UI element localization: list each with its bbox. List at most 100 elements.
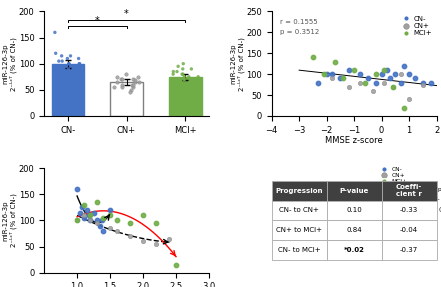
Point <box>419 82 426 87</box>
Point <box>55 59 62 63</box>
Point <box>351 68 358 72</box>
Point <box>179 72 186 76</box>
Point <box>74 218 81 223</box>
Point <box>370 89 377 93</box>
Point <box>185 75 192 79</box>
Point <box>59 59 66 63</box>
Point <box>87 218 94 223</box>
Point <box>107 226 114 230</box>
Point <box>179 67 186 71</box>
Point <box>51 30 58 35</box>
Point <box>428 80 435 85</box>
Text: p = 0.3512: p = 0.3512 <box>280 30 319 36</box>
Point <box>118 77 125 82</box>
Point <box>97 223 104 228</box>
Y-axis label: miR-126-3p
2⁻ᴸᶜᵀ (% of CN-): miR-126-3p 2⁻ᴸᶜᵀ (% of CN-) <box>230 37 245 91</box>
Point <box>75 72 82 76</box>
Point <box>362 80 369 85</box>
Point <box>86 213 93 218</box>
Point <box>139 213 146 218</box>
Point <box>73 69 80 74</box>
Bar <box>110 82 143 116</box>
Point <box>119 85 126 90</box>
Point <box>129 85 136 90</box>
Point <box>55 64 62 69</box>
Point <box>87 218 94 223</box>
Legend: CN-, CN+, MCI+: CN-, CN+, MCI+ <box>399 15 433 37</box>
Point <box>80 202 87 207</box>
Point <box>66 61 73 66</box>
Point <box>181 75 188 79</box>
Point <box>64 56 71 61</box>
Point <box>83 208 90 212</box>
Point <box>329 72 336 76</box>
Point <box>113 218 120 223</box>
Point <box>130 82 137 87</box>
Y-axis label: miR-126-3p
2⁻ᴸᶜᵀ (% of CN-): miR-126-3p 2⁻ᴸᶜᵀ (% of CN-) <box>3 193 17 247</box>
Point <box>99 218 106 223</box>
Point <box>175 64 182 69</box>
Point <box>172 263 179 267</box>
Point <box>126 234 133 238</box>
Point <box>364 76 371 81</box>
Point <box>181 77 188 82</box>
Point <box>170 72 177 76</box>
Point <box>180 61 187 66</box>
Point <box>389 84 396 89</box>
Point <box>52 64 59 69</box>
Point <box>180 77 187 82</box>
Point <box>58 54 65 58</box>
Point <box>194 75 202 79</box>
Legend: CN-, CN+, MCI+, $\rightarrow$ CN- to CN+ (p = 0.10), $\rightarrow$ CN+ to MCI+ (: CN-, CN+, MCI+, $\rightarrow$ CN- to CN+… <box>378 166 441 215</box>
Point <box>130 77 137 82</box>
Point <box>139 239 146 244</box>
Point <box>126 90 133 95</box>
Point <box>356 80 363 85</box>
Point <box>93 200 101 204</box>
X-axis label: MMSE z-score: MMSE z-score <box>325 136 383 145</box>
Point <box>381 68 388 72</box>
Point <box>56 75 63 79</box>
Point <box>153 221 160 225</box>
Point <box>65 67 72 71</box>
Point <box>93 218 101 223</box>
Point <box>170 69 177 74</box>
Point <box>356 72 363 76</box>
Point <box>315 80 322 85</box>
Point <box>107 208 114 212</box>
Point <box>180 82 187 87</box>
Point <box>127 88 135 92</box>
Point <box>67 54 74 58</box>
Point <box>345 84 352 89</box>
Point <box>100 216 107 220</box>
Point <box>107 213 114 218</box>
Point <box>323 72 330 76</box>
Point <box>373 72 380 76</box>
Point <box>397 72 404 76</box>
Point <box>345 68 352 72</box>
Point <box>400 105 407 110</box>
Point <box>331 59 338 64</box>
Point <box>131 78 138 83</box>
Point <box>118 82 125 87</box>
Text: *: * <box>95 15 100 26</box>
Point <box>79 205 86 210</box>
Point <box>76 61 83 66</box>
Point <box>71 77 78 82</box>
Bar <box>52 64 84 116</box>
Point <box>406 72 413 76</box>
Point <box>90 210 97 215</box>
Point <box>131 80 138 84</box>
Point <box>392 72 399 76</box>
Point <box>100 228 107 233</box>
Point <box>52 51 59 56</box>
Point <box>194 80 201 84</box>
Point <box>373 80 380 85</box>
Point <box>71 67 78 71</box>
Text: *: * <box>124 9 129 19</box>
Point <box>389 84 396 89</box>
Y-axis label: miR-126-3p
2⁻ᴸᶜᵀ (% of CN-): miR-126-3p 2⁻ᴸᶜᵀ (% of CN-) <box>3 37 17 91</box>
Point <box>135 75 142 79</box>
Point <box>419 80 426 85</box>
Point <box>126 221 133 225</box>
